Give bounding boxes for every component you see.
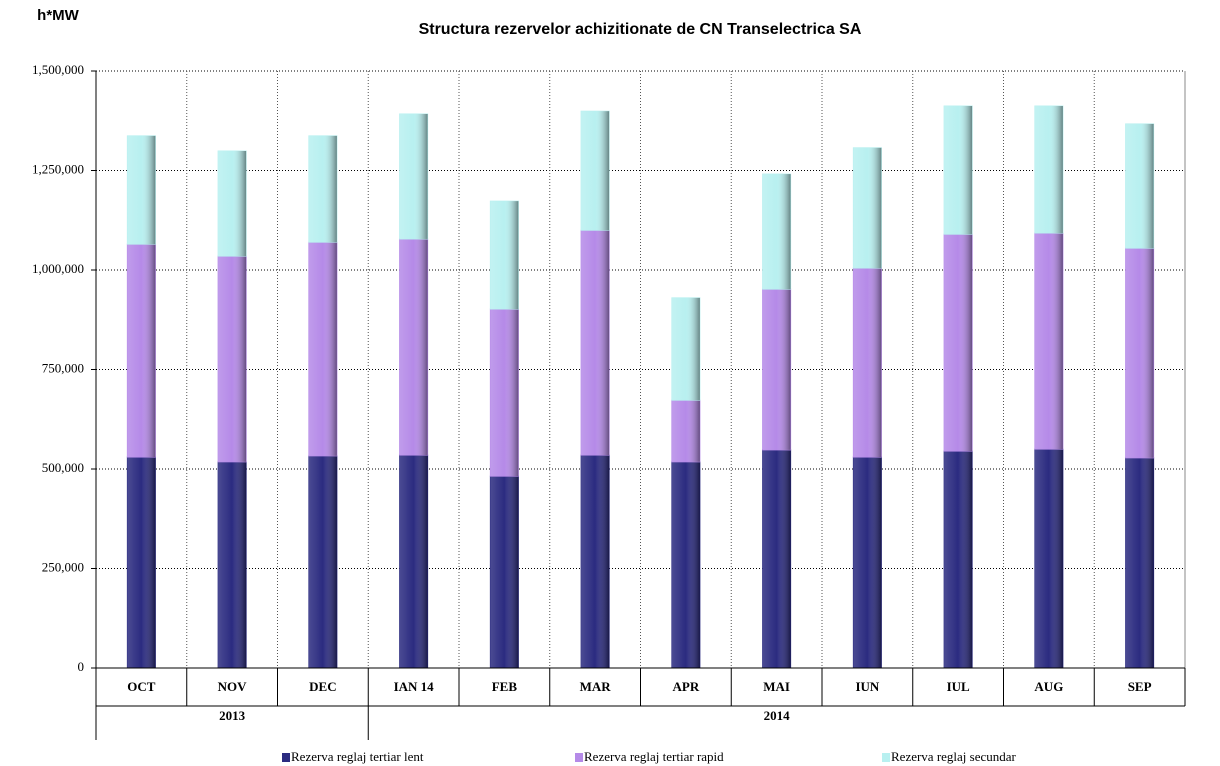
y-tick-label: 250,000 <box>42 559 84 574</box>
bar-shade <box>490 309 519 477</box>
legend-label: Rezerva reglaj tertiar lent <box>291 749 424 764</box>
y-axis-label: h*MW <box>37 7 79 24</box>
bar-shade <box>308 242 337 456</box>
x-tick-label: FEB <box>492 679 518 694</box>
bar-shade <box>581 111 610 231</box>
y-tick-label: 750,000 <box>42 360 84 375</box>
bar-shade <box>1034 232 1063 450</box>
bar-shade <box>218 256 247 462</box>
y-tick-label: 1,250,000 <box>32 161 84 176</box>
bar-shade <box>1034 106 1063 233</box>
legend-marker <box>882 753 890 762</box>
x-tick-label: AUG <box>1034 679 1063 694</box>
legend-label: Rezerva reglaj secundar <box>891 749 1017 764</box>
bar-shade <box>1125 123 1154 249</box>
x-tick-label: SEP <box>1128 679 1152 694</box>
bar-shade <box>853 268 882 458</box>
x-group-label: 2014 <box>764 708 791 723</box>
bar-shade <box>127 244 156 458</box>
bar-shade <box>762 449 791 668</box>
bar-shade <box>1125 457 1154 668</box>
chart-title: Structura rezervelor achizitionate de CN… <box>419 21 862 38</box>
legend-marker <box>282 753 290 762</box>
y-tick-label: 500,000 <box>42 460 84 475</box>
bar-shade <box>944 106 973 235</box>
bar-shade <box>671 461 700 668</box>
bar-shade <box>1034 449 1063 668</box>
bar-shade <box>581 455 610 668</box>
x-tick-label: MAI <box>763 679 790 694</box>
bar-shade <box>490 476 519 668</box>
bar-shade <box>762 289 791 450</box>
x-tick-label: APR <box>673 679 700 694</box>
bar-shade <box>399 455 428 668</box>
legend-marker <box>575 753 583 762</box>
bar-shade <box>490 201 519 310</box>
bar-shade <box>308 135 337 243</box>
y-tick-label: 1,500,000 <box>32 62 84 77</box>
bar-shade <box>127 135 156 245</box>
bar-shade <box>399 113 428 239</box>
bar-shade <box>762 174 791 290</box>
bar-shade <box>127 457 156 668</box>
x-tick-label: NOV <box>218 679 248 694</box>
x-tick-label: IAN 14 <box>394 679 435 694</box>
y-tick-label: 1,000,000 <box>32 261 84 276</box>
bar-shade <box>671 297 700 401</box>
bar-shade <box>671 400 700 462</box>
bar-shade <box>581 230 610 456</box>
legend-label: Rezerva reglaj tertiar rapid <box>584 749 724 764</box>
x-group-label: 2013 <box>219 708 246 723</box>
x-tick-label: OCT <box>127 679 156 694</box>
y-tick-label: 0 <box>78 659 85 674</box>
bar-shade <box>853 457 882 668</box>
x-tick-label: IUL <box>947 679 970 694</box>
bar-shade <box>218 461 247 668</box>
bar-shade <box>944 451 973 668</box>
bar-shade <box>853 147 882 269</box>
x-tick-label: IUN <box>855 679 879 694</box>
bar-shade <box>399 238 428 456</box>
bar-shade <box>944 234 973 452</box>
x-tick-label: DEC <box>309 679 336 694</box>
bar-shade <box>308 455 337 668</box>
bar-shade <box>218 150 247 257</box>
x-tick-label: MAR <box>580 679 612 694</box>
bar-shade <box>1125 248 1154 458</box>
